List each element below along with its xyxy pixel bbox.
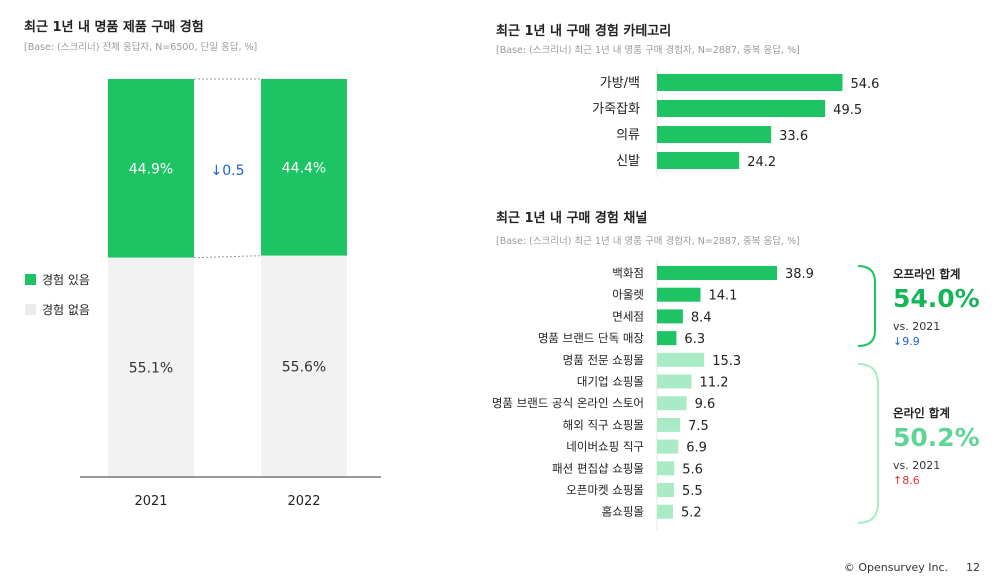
- label-experienced-2021: 44.9%: [129, 161, 173, 177]
- category-bar-3: [657, 152, 740, 169]
- channel-value-11: 5.2: [681, 506, 702, 521]
- left-chart-title: 최근 1년 내 명품 제품 구매 경험: [24, 20, 204, 35]
- channel-label-1: 아울렛: [612, 288, 644, 302]
- channel-label-5: 대기업 쇼핑몰: [577, 375, 644, 389]
- x-tick-2021: 2021: [134, 494, 167, 509]
- category-value-2: 33.6: [779, 129, 808, 144]
- channel-label-11: 홈쇼핑몰: [602, 505, 644, 519]
- channel-value-2: 8.4: [691, 310, 712, 325]
- channel-label-3: 명품 브랜드 단독 매장: [538, 331, 645, 345]
- channel-value-1: 14.1: [708, 289, 737, 304]
- offline-summary-vs: vs. 2021: [893, 320, 941, 333]
- channel-label-6: 명품 브랜드 공식 온라인 스토어: [492, 396, 644, 410]
- label-not-experienced-2021: 55.1%: [129, 360, 173, 376]
- bar-experienced-2022: [261, 79, 347, 256]
- channel-bar-0: [657, 266, 777, 280]
- legend-label-not-experienced: 경험 없음: [42, 303, 90, 317]
- channel-value-7: 7.5: [688, 419, 709, 434]
- label-not-experienced-2022: 55.6%: [282, 359, 326, 375]
- change-annotation: ↓0.5: [211, 163, 245, 179]
- online-summary-value: 50.2%: [893, 423, 980, 452]
- category-label-2: 의류: [616, 128, 640, 143]
- online-summary-delta: ↑8.6: [893, 474, 920, 487]
- category-label-0: 가방/백: [600, 76, 640, 91]
- channel-value-0: 38.9: [785, 267, 814, 282]
- channel-value-10: 5.5: [682, 484, 703, 499]
- channel-bar-3: [657, 331, 677, 346]
- channel-label-7: 해외 직구 쇼핑몰: [563, 418, 644, 432]
- channel-bar-5: [657, 374, 692, 389]
- channel-value-5: 11.2: [700, 376, 729, 391]
- category-bar-0: [657, 74, 843, 91]
- category-chart-title: 최근 1년 내 구매 경험 카테고리: [496, 24, 672, 39]
- channel-chart-subtitle: [Base: (스크리너) 최근 1년 내 명품 구매 경험자, N=2887,…: [496, 236, 800, 247]
- channel-bar-4: [657, 352, 705, 367]
- category-value-0: 54.6: [851, 77, 880, 92]
- channel-bar-10: [657, 483, 674, 497]
- channel-label-0: 백화점: [612, 266, 644, 280]
- footer-copyright: © Opensurvey Inc.: [843, 561, 948, 574]
- connector-bottom: [193, 255, 262, 259]
- left-chart-subtitle: [Base: (스크리너) 전체 응답자, N=6500, 단일 응답, %]: [24, 42, 258, 53]
- channel-label-9: 패션 편집샵 쇼핑몰: [552, 461, 644, 475]
- channel-bar-7: [657, 417, 681, 432]
- offline-summary: 오프라인 합계 54.0% vs. 2021 ↓9.9: [893, 266, 980, 348]
- category-label-1: 가죽잡화: [592, 102, 640, 117]
- channel-value-6: 9.6: [695, 397, 716, 412]
- category-bar-2: [657, 126, 772, 143]
- channel-value-4: 15.3: [712, 354, 741, 369]
- channel-value-8: 6.9: [686, 441, 707, 456]
- channel-label-10: 오픈마켓 쇼핑몰: [566, 483, 644, 497]
- category-value-1: 49.5: [833, 103, 862, 118]
- channel-bar-8: [657, 439, 679, 454]
- bar-experienced-2021: [108, 79, 194, 258]
- legend-swatch-experienced: [25, 274, 36, 285]
- channel-bar-1: [657, 287, 701, 302]
- online-summary-label: 온라인 합계: [893, 406, 950, 420]
- bar-not-experienced-2021: [108, 257, 194, 477]
- channel-chart-title: 최근 1년 내 구매 경험 채널: [496, 211, 648, 226]
- page-number: 12: [966, 561, 980, 574]
- online-bracket: [857, 363, 879, 524]
- channel-bar-9: [657, 461, 675, 476]
- offline-summary-delta: ↓9.9: [893, 335, 920, 348]
- label-experienced-2022: 44.4%: [282, 160, 326, 176]
- online-summary: 온라인 합계 50.2% vs. 2021 ↑8.6: [893, 405, 980, 487]
- category-value-3: 24.2: [747, 155, 776, 170]
- legend-swatch-not-experienced: [25, 304, 36, 315]
- category-bar-1: [657, 100, 826, 117]
- channel-label-2: 면세점: [612, 309, 644, 323]
- bar-not-experienced-2022: [261, 255, 347, 477]
- channel-label-8: 네이버쇼핑 직구: [566, 440, 644, 454]
- category-label-3: 신발: [616, 154, 640, 169]
- category-chart-subtitle: [Base: (스크리너) 최근 1년 내 명품 구매 경험자, N=2887,…: [496, 45, 800, 56]
- online-summary-vs: vs. 2021: [893, 459, 941, 472]
- offline-summary-label: 오프라인 합계: [893, 267, 961, 281]
- offline-summary-value: 54.0%: [893, 284, 980, 313]
- channel-bar-6: [657, 396, 687, 411]
- channel-bar-2: [657, 309, 683, 324]
- channel-label-4: 명품 전문 쇼핑몰: [563, 353, 644, 367]
- channel-value-9: 5.6: [682, 462, 703, 477]
- channel-bar-11: [657, 504, 674, 519]
- channel-value-3: 6.3: [684, 332, 705, 347]
- offline-bracket: [857, 265, 876, 347]
- legend-label-experienced: 경험 있음: [42, 273, 90, 287]
- x-tick-2022: 2022: [287, 494, 320, 509]
